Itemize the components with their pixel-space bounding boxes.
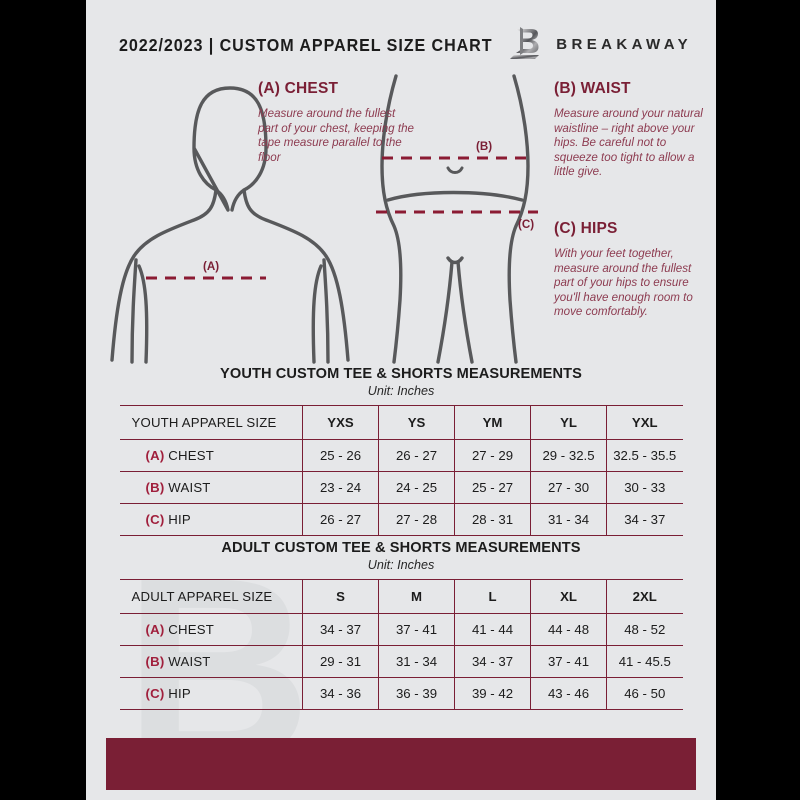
adult-col-2: L	[454, 579, 531, 614]
torso-figure	[110, 86, 350, 364]
youth-cell-1-3: 27 - 30	[530, 471, 607, 504]
row-name: HIP	[168, 686, 191, 701]
youth-cell-1-2: 25 - 27	[454, 471, 531, 504]
youth-cell-0-0: 25 - 26	[302, 439, 379, 472]
row-name: CHEST	[168, 622, 214, 637]
youth-cell-2-4: 34 - 37	[606, 503, 683, 536]
measure-body-chest: Measure around the fullest part of your …	[258, 107, 414, 164]
adult-cell-0-3: 44 - 48	[530, 613, 607, 646]
marker-chest-label: (A)	[203, 260, 220, 273]
measure-body-waist: Measure around your natural waistline – …	[554, 107, 703, 179]
illustration-area: (A) (B) (C) (A) CHEST Measure around the…	[86, 70, 716, 366]
page-header: 2022/2023 | CUSTOM APPAREL SIZE CHART BR…	[86, 26, 716, 62]
measure-heading-hips: (C) HIPS	[554, 220, 618, 237]
youth-cell-0-4: 32.5 - 35.5	[606, 439, 683, 472]
adult-col-3: XL	[530, 579, 607, 614]
adult-col-4: 2XL	[606, 579, 683, 614]
adult-header-label: ADULT APPAREL SIZE	[119, 579, 303, 614]
youth-cell-2-1: 27 - 28	[378, 503, 455, 536]
row-name: HIP	[168, 512, 191, 527]
measurement-guides	[146, 156, 538, 280]
breakaway-b-logo-icon	[510, 27, 540, 59]
youth-cell-1-1: 24 - 25	[378, 471, 455, 504]
adult-cell-0-2: 41 - 44	[454, 613, 531, 646]
youth-cell-1-0: 23 - 24	[302, 471, 379, 504]
row-tag: (B)	[145, 654, 165, 669]
youth-col-4: YXL	[606, 405, 683, 440]
youth-col-3: YL	[530, 405, 607, 440]
adult-cell-2-4: 46 - 50	[606, 677, 683, 710]
adult-table-title: ADULT CUSTOM TEE & SHORTS MEASUREMENTS	[221, 540, 581, 556]
youth-col-1: YS	[378, 405, 455, 440]
adult-cell-0-4: 48 - 52	[606, 613, 683, 646]
measure-heading-chest: (A) CHEST	[258, 80, 339, 97]
youth-row-label-2: (C) HIP	[119, 503, 303, 536]
size-chart-page: B 2022/2023 | CUSTOM APPAREL SIZE CHART	[86, 0, 716, 800]
row-name: WAIST	[168, 654, 211, 669]
youth-col-0: YXS	[302, 405, 379, 440]
adult-row-label-1: (B) WAIST	[119, 645, 303, 678]
row-tag: (A)	[145, 622, 165, 637]
youth-cell-0-1: 26 - 27	[378, 439, 455, 472]
row-name: WAIST	[168, 480, 211, 495]
measure-body-hips: With your feet together, measure around …	[554, 247, 693, 319]
table-row: (B) WAIST 29 - 31 31 - 34 34 - 37 37 - 4…	[119, 645, 683, 678]
measure-block-waist: (B) WAIST Measure around your natural wa…	[554, 80, 706, 180]
youth-cell-0-2: 27 - 29	[454, 439, 531, 472]
adult-cell-2-2: 39 - 42	[454, 677, 531, 710]
adult-size-table-section: ADULT CUSTOM TEE & SHORTS MEASUREMENTS U…	[86, 540, 716, 710]
youth-cell-2-3: 31 - 34	[530, 503, 607, 536]
table-header-row: YOUTH APPAREL SIZE YXS YS YM YL YXL	[119, 405, 683, 440]
adult-cell-0-1: 37 - 41	[378, 613, 455, 646]
adult-cell-1-3: 37 - 41	[530, 645, 607, 678]
page-title: 2022/2023 | CUSTOM APPAREL SIZE CHART	[119, 34, 493, 55]
row-tag: (C)	[145, 686, 165, 701]
youth-cell-2-0: 26 - 27	[302, 503, 379, 536]
table-row: (C) HIP 34 - 36 36 - 39 39 - 42 43 - 46 …	[119, 677, 683, 710]
table-header-row: ADULT APPAREL SIZE S M L XL 2XL	[119, 579, 683, 614]
adult-cell-1-1: 31 - 34	[378, 645, 455, 678]
youth-cell-0-3: 29 - 32.5	[530, 439, 607, 472]
adult-cell-0-0: 34 - 37	[302, 613, 379, 646]
youth-cell-1-4: 30 - 33	[606, 471, 683, 504]
youth-col-2: YM	[454, 405, 531, 440]
marker-hips-label: (C)	[518, 218, 535, 231]
youth-size-table: YOUTH APPAREL SIZE YXS YS YM YL YXL (A) …	[119, 405, 683, 536]
adult-col-1: M	[378, 579, 455, 614]
table-row: (A) CHEST 34 - 37 37 - 41 41 - 44 44 - 4…	[119, 613, 683, 646]
adult-col-0: S	[302, 579, 379, 614]
brand-name: BREAKAWAY	[556, 35, 692, 53]
youth-header-label: YOUTH APPAREL SIZE	[119, 405, 303, 440]
adult-cell-1-4: 41 - 45.5	[606, 645, 683, 678]
adult-cell-1-2: 34 - 37	[454, 645, 531, 678]
adult-cell-2-1: 36 - 39	[378, 677, 455, 710]
adult-row-label-2: (C) HIP	[119, 677, 303, 710]
adult-cell-2-3: 43 - 46	[530, 677, 607, 710]
row-tag: (B)	[145, 480, 165, 495]
measure-block-chest: (A) CHEST Measure around the fullest par…	[258, 80, 418, 165]
row-tag: (C)	[145, 512, 165, 527]
adult-cell-2-0: 34 - 36	[302, 677, 379, 710]
marker-waist-label: (B)	[476, 140, 493, 153]
row-tag: (A)	[145, 448, 165, 463]
adult-table-unit: Unit: Inches	[367, 558, 435, 572]
youth-row-label-1: (B) WAIST	[119, 471, 303, 504]
table-row: (B) WAIST 23 - 24 24 - 25 25 - 27 27 - 3…	[119, 471, 683, 504]
brand-block: BREAKAWAY	[510, 26, 692, 62]
adult-row-label-0: (A) CHEST	[119, 613, 303, 646]
table-row: (A) CHEST 25 - 26 26 - 27 27 - 29 29 - 3…	[119, 439, 683, 472]
row-name: CHEST	[168, 448, 214, 463]
table-row: (C) HIP 26 - 27 27 - 28 28 - 31 31 - 34 …	[119, 503, 683, 536]
youth-row-label-0: (A) CHEST	[119, 439, 303, 472]
youth-size-table-section: YOUTH CUSTOM TEE & SHORTS MEASUREMENTS U…	[86, 366, 716, 536]
footer-band	[106, 738, 696, 790]
measure-heading-waist: (B) WAIST	[554, 80, 631, 97]
youth-table-unit: Unit: Inches	[367, 384, 435, 398]
youth-table-title: YOUTH CUSTOM TEE & SHORTS MEASUREMENTS	[220, 366, 582, 382]
measure-block-hips: (C) HIPS With your feet together, measur…	[554, 220, 710, 320]
youth-cell-2-2: 28 - 31	[454, 503, 531, 536]
adult-cell-1-0: 29 - 31	[302, 645, 379, 678]
adult-size-table: ADULT APPAREL SIZE S M L XL 2XL (A) CHES…	[119, 579, 683, 710]
lower-body-figure	[380, 74, 530, 364]
